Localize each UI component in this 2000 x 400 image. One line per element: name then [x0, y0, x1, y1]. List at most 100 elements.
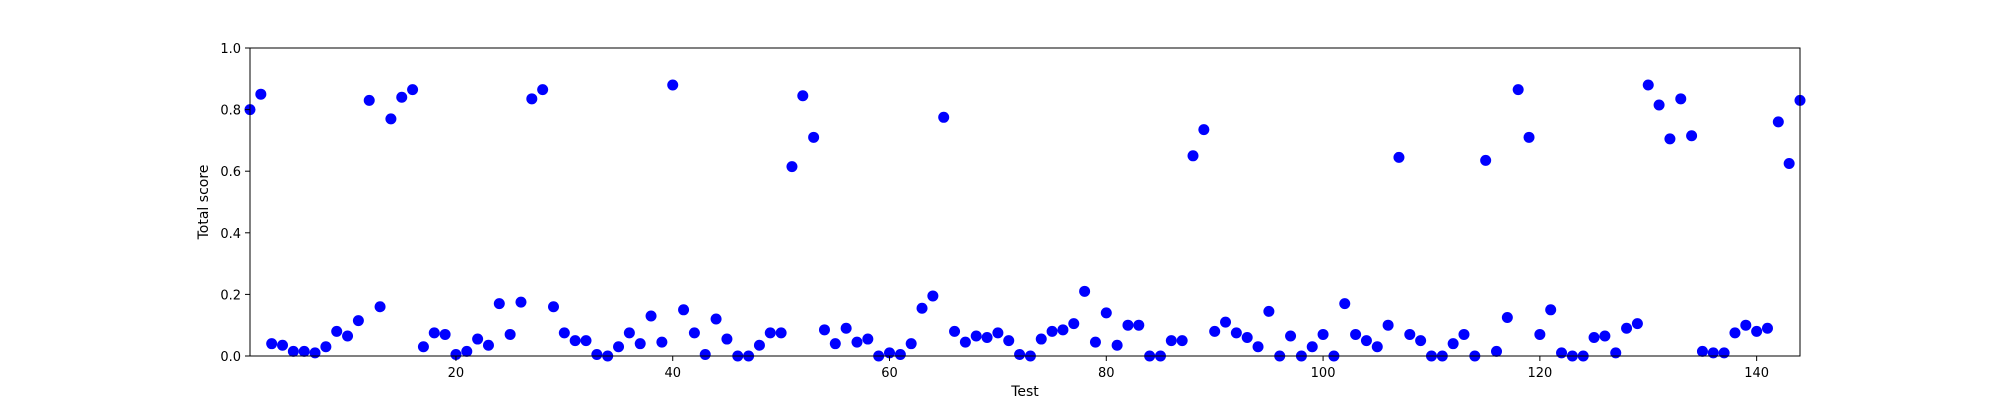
data-point	[461, 345, 473, 357]
data-point	[1198, 124, 1210, 136]
data-point	[949, 325, 961, 337]
data-point	[1111, 339, 1123, 351]
data-point	[797, 90, 809, 102]
data-point	[656, 336, 668, 348]
data-point	[1089, 336, 1101, 348]
data-point	[1230, 327, 1242, 339]
data-point	[1783, 158, 1795, 169]
data-point	[1718, 347, 1730, 359]
data-point	[721, 333, 733, 345]
data-point	[450, 348, 462, 360]
data-point	[667, 79, 679, 91]
data-point	[591, 348, 603, 360]
data-point	[1382, 319, 1394, 331]
data-point	[331, 325, 343, 337]
data-point	[916, 302, 928, 314]
data-point	[699, 348, 711, 360]
scatter-points	[244, 79, 1806, 362]
data-point	[1404, 328, 1416, 340]
data-point	[504, 328, 516, 340]
data-point	[1209, 325, 1221, 337]
data-point	[1393, 151, 1405, 163]
data-point	[537, 84, 549, 96]
data-point	[1675, 93, 1687, 105]
data-point	[1610, 347, 1622, 359]
data-point	[905, 338, 917, 350]
data-point	[1360, 335, 1372, 347]
data-point	[1707, 347, 1719, 359]
data-point	[688, 327, 700, 339]
data-point	[439, 328, 451, 340]
data-point	[678, 304, 690, 316]
data-point	[309, 347, 321, 359]
data-point	[1350, 328, 1362, 340]
x-tick-label: 120	[1527, 366, 1552, 381]
data-point	[894, 348, 906, 360]
data-point	[970, 330, 982, 342]
y-tick-label: 0.6	[220, 165, 241, 180]
data-point	[1014, 348, 1026, 360]
data-point	[1415, 335, 1427, 347]
x-tick-label: 20	[448, 366, 465, 381]
data-point	[526, 93, 538, 105]
y-tick-label: 0.2	[220, 288, 241, 303]
data-point	[352, 315, 364, 327]
x-tick-label: 40	[664, 366, 681, 381]
data-point	[287, 345, 299, 357]
data-point	[407, 84, 419, 96]
data-point	[320, 341, 332, 353]
data-point	[1187, 150, 1199, 162]
data-point	[558, 327, 570, 339]
data-point	[1696, 345, 1708, 357]
data-point	[342, 330, 354, 342]
data-point	[1729, 327, 1741, 339]
y-tick-label: 0.0	[220, 350, 241, 365]
data-point	[1621, 322, 1633, 334]
y-axis: 0.0 0.2 0.4 0.6 0.8 1.0	[220, 42, 250, 365]
data-point	[1664, 133, 1676, 145]
data-point	[710, 313, 722, 325]
data-point	[1740, 319, 1752, 331]
data-point	[1122, 319, 1134, 331]
data-point	[1653, 99, 1665, 111]
data-point	[547, 301, 559, 313]
data-point	[1447, 338, 1459, 350]
data-point	[255, 88, 267, 100]
data-point	[363, 94, 375, 106]
x-tick-label: 140	[1744, 366, 1769, 381]
data-point	[1176, 335, 1188, 347]
data-point	[1761, 322, 1773, 334]
data-point	[396, 91, 408, 103]
data-point	[959, 336, 971, 348]
x-tick-label: 80	[1098, 366, 1115, 381]
data-point	[818, 324, 830, 336]
data-point	[645, 310, 657, 322]
data-point	[1133, 319, 1145, 331]
data-point	[1306, 341, 1318, 353]
data-point	[613, 341, 625, 353]
data-point	[428, 327, 440, 339]
data-point	[808, 131, 820, 143]
data-point	[840, 322, 852, 334]
x-axis: 20 40 60 80 100 120 140	[448, 356, 1769, 381]
data-point	[1458, 328, 1470, 340]
data-point	[1686, 130, 1698, 142]
data-point	[472, 333, 484, 345]
data-point	[298, 345, 310, 357]
data-point	[385, 113, 397, 125]
data-point	[1220, 316, 1232, 328]
y-tick-label: 0.4	[220, 227, 241, 242]
data-point	[1057, 324, 1069, 336]
data-point	[1534, 328, 1546, 340]
data-point	[1317, 328, 1329, 340]
data-point	[1512, 84, 1524, 96]
data-point	[829, 338, 841, 350]
data-point	[515, 296, 527, 308]
data-point	[1079, 285, 1091, 297]
data-point	[493, 298, 505, 310]
data-point	[1772, 116, 1784, 128]
data-point	[981, 332, 993, 344]
data-point	[1046, 325, 1058, 337]
data-point	[927, 290, 939, 302]
